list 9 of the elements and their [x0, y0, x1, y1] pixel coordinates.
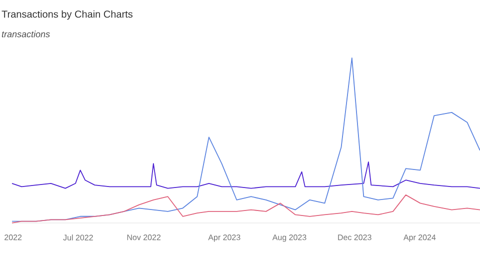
x-tick-label: Apr 2024 — [403, 234, 436, 242]
x-tick-label: Dec 2023 — [338, 234, 372, 240]
x-tick-label: Nov 2022 — [127, 234, 161, 240]
x-tick-label: Aug 2023 — [272, 234, 306, 242]
chart-title: Transactions by Chain Charts — [2, 10, 133, 20]
x-tick-label: Apr 2023 — [208, 234, 240, 242]
x-tick-label: Jul 2022 — [63, 234, 93, 240]
x-tick-label: 2022 — [4, 234, 22, 240]
y-axis-title: transactions — [2, 30, 50, 38]
